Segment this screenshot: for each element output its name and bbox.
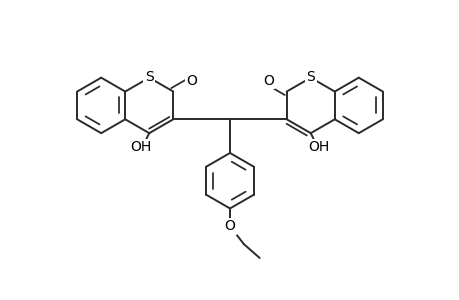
Text: OH: OH: [130, 140, 151, 154]
Text: S: S: [145, 70, 153, 84]
Text: O: O: [224, 219, 235, 233]
Text: O: O: [185, 74, 196, 88]
Text: S: S: [306, 70, 314, 84]
Text: O: O: [263, 74, 274, 88]
Text: OH: OH: [308, 140, 329, 154]
